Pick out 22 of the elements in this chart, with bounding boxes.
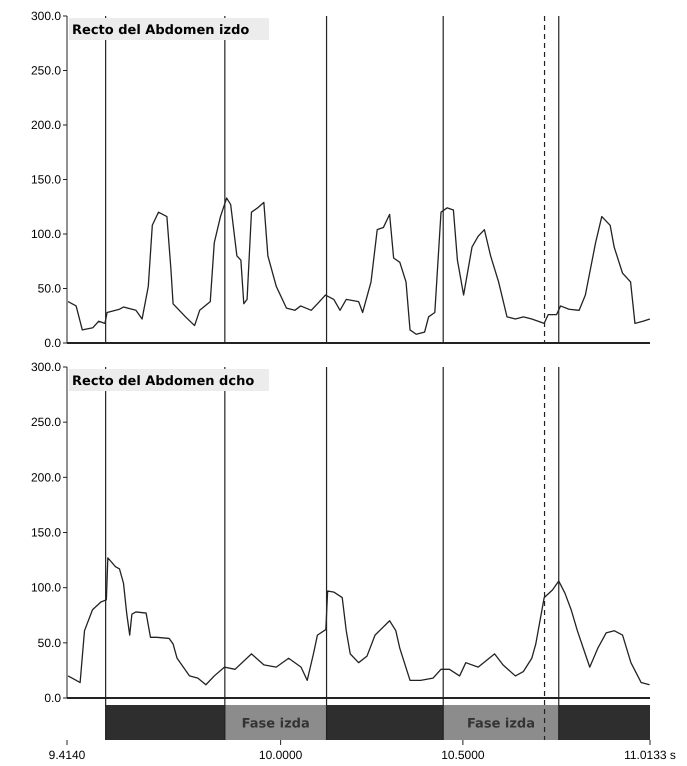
y-tick-label: 150.0 (30, 172, 62, 186)
y-tick-label: 0.0 (44, 691, 62, 705)
y-tick-label: 250.0 (30, 415, 62, 430)
y-tick-label: 150.0 (30, 526, 62, 540)
text: Recto del Abdomen dcho (72, 374, 254, 389)
x-tick-label: 10.0000 (258, 748, 303, 762)
y-tick-label: 200.0 (30, 118, 62, 132)
y-tick-label: 100.0 (30, 227, 62, 241)
y-tick-label: 300.0 (30, 360, 62, 374)
text: Fase izda (242, 716, 310, 732)
y-tick-label: 300.0 (30, 9, 62, 23)
x-tick-label: 9.4140 (48, 748, 86, 762)
y-tick-label: 50.0 (38, 636, 62, 650)
x-tick-label: 11.0133 s (624, 748, 676, 762)
y-tick-label: 50.0 (38, 282, 62, 296)
y-tick-label: 100.0 (30, 580, 62, 595)
x-tick-label: 10.5000 (441, 748, 485, 762)
y-tick-label: 200.0 (30, 470, 62, 484)
y-tick-label: 250.0 (30, 64, 62, 78)
y-tick-label: 0.0 (44, 336, 62, 350)
text: Recto del Abdomen izdo (72, 23, 250, 38)
text: Fase izda (466, 716, 536, 732)
